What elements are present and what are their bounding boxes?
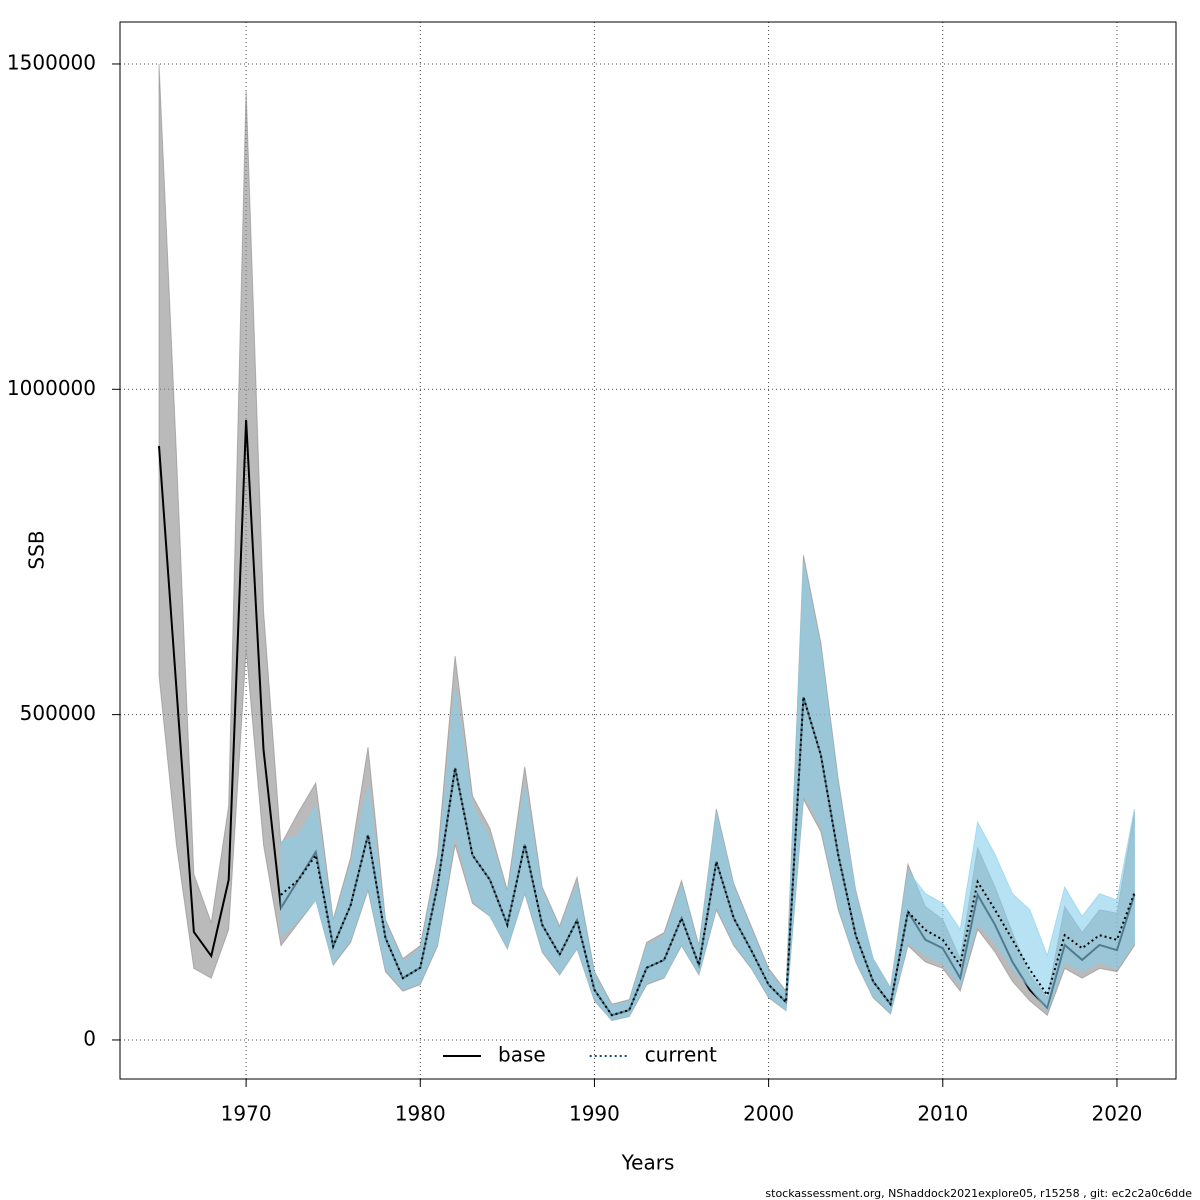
legend-label: current xyxy=(645,1043,717,1067)
legend-label: base xyxy=(498,1043,546,1067)
x-tick-label: 1990 xyxy=(569,1102,620,1126)
y-tick-label: 500000 xyxy=(20,701,96,725)
confidence-band xyxy=(280,561,1135,1021)
series-line xyxy=(280,696,1136,1017)
y-tick-label: 0 xyxy=(83,1026,96,1050)
x-tick-label: 2010 xyxy=(917,1102,968,1126)
x-tick-label: 2020 xyxy=(1092,1102,1143,1126)
x-tick-label: 1970 xyxy=(221,1102,272,1126)
confidence-band xyxy=(158,63,1135,1021)
y-tick-label: 1500000 xyxy=(7,50,96,74)
footnote: stockassessment.org, NShaddock2021explor… xyxy=(765,1187,1192,1200)
plot-frame xyxy=(119,21,1177,1080)
y-axis-label: SSB xyxy=(25,530,49,569)
y-tick-label: 1000000 xyxy=(7,376,96,400)
x-tick-label: 1980 xyxy=(395,1102,446,1126)
x-axis-label: Years xyxy=(621,1151,675,1175)
x-tick-label: 2000 xyxy=(743,1102,794,1126)
